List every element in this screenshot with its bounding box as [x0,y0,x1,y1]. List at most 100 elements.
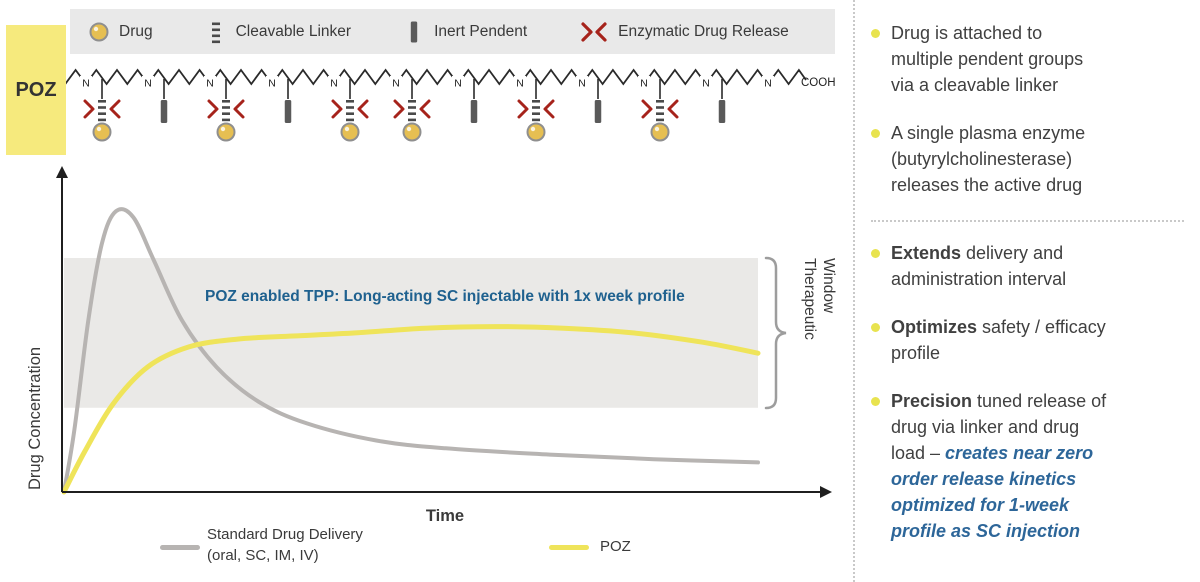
chart-axes [56,166,832,498]
poz-label: POZ [15,78,57,101]
drug-icon [526,122,546,142]
backbone-nitrogen-label: N [764,78,772,90]
end-group-label: COOH [801,77,836,89]
bullet-dot [871,397,880,406]
legend-label-enzymatic-release: Enzymatic Drug Release [618,22,789,40]
cleavable-linker-dash [656,106,664,109]
bullet-text: Optimizes safety / efficacy profile [891,314,1106,366]
cleavable-linker-dash [408,112,416,115]
drug-icon [92,122,112,142]
cleavable-linker-dash [222,112,230,115]
cleavable-linker-dash [346,106,354,109]
enzymatic-cleavage-chevron-left [641,99,653,119]
backbone-nitrogen-label: N [516,78,524,90]
enzymatic-cleavage-chevron-right [233,99,245,119]
standard-delivery-legend-swatch [160,545,200,550]
bullet-text: Precision tuned release of drug via link… [891,388,1106,544]
backbone-nitrogen-label: N [578,78,586,90]
legend-label-drug: Drug [119,22,153,40]
polymer-legend-bar: Drug Cleavable Linker Inert Pendent Enzy… [70,9,835,54]
enzymatic-drug-release-icon [581,21,607,42]
inert-pendent-icon [594,100,602,123]
cleavable-linker-dash [346,112,354,115]
chart-curves [61,207,761,495]
bullet-text: Extends delivery and administration inte… [891,240,1066,292]
cleavable-linker-dash [656,112,664,115]
enzymatic-cleavage-chevron-left [393,99,405,119]
cleavable-linker-dash [98,106,106,109]
legend-item-enzymatic-release: Enzymatic Drug Release [579,19,789,45]
bullet-dot [871,323,880,332]
bullet-dot [871,249,880,258]
bullet-rest: safety / efficacy profile [891,317,1106,363]
inert-pendent-icon [410,21,418,42]
legend-label-cleavable-linker: Cleavable Linker [235,22,352,40]
panel-divider [871,220,1184,222]
backbone-nitrogen-label: N [454,78,462,90]
enzymatic-cleavage-chevron-right [543,99,555,119]
cleavable-linker-dash [532,112,540,115]
drug-icon [650,122,670,142]
backbone-nitrogen-label: N [268,78,276,90]
cleavable-linker-icon [211,22,220,43]
x-axis-label: Time [425,507,465,525]
cleavable-linker-dash [222,118,230,122]
cleavable-linker-dash [222,100,230,103]
enzymatic-cleavage-chevron-right [109,99,121,119]
enzymatic-cleavage-chevron-right [357,99,369,119]
bullet-dot [871,29,880,38]
concentration-time-chart [56,166,832,498]
bullet-bold: Precision [891,391,973,411]
standard-delivery-legend-label: Standard Drug Delivery (oral, SC, IM, IV… [207,526,363,564]
enzymatic-cleavage-chevron-left [207,99,219,119]
cleavable-linker-dash [408,100,416,103]
backbone-nitrogen-label: N [82,78,90,90]
legend-item-cleavable-linker: Cleavable Linker [205,19,351,45]
bullet-bold: Extends [891,243,962,263]
inert-pendent-icon [470,100,478,123]
cleavable-linker-dash [98,100,106,103]
therapeutic-window-label: Therapeutic Window [801,258,837,340]
cleavable-linker-dash [532,100,540,103]
legend-item-drug: Drug [88,19,153,45]
cleavable-linker-dash [98,112,106,115]
poz-legend-swatch [549,545,589,550]
drug-icon [402,122,422,142]
bullet-dot [871,129,880,138]
cleavable-linker-dash [346,118,354,122]
bullet-text: A single plasma enzyme (butyrylcholinest… [891,123,1086,195]
cleavable-linker-dash [346,100,354,103]
legend-label-inert-pendent: Inert Pendent [434,22,528,40]
bullet-plasma-enzyme: A single plasma enzyme (butyrylcholinest… [871,120,1190,198]
inert-pendent-icon [284,100,292,123]
bullet-precision: Precision tuned release of drug via link… [871,388,1190,544]
polymer-backbone [66,68,807,86]
benefit-bullets: Extends delivery and administration inte… [871,240,1190,544]
enzymatic-cleavage-chevron-right [667,99,679,119]
bullet-drug-attachment: Drug is attached to multiple pendent gro… [871,20,1190,98]
key-points-panel: Drug is attached to multiple pendent gro… [853,0,1200,582]
cleavable-linker-dash [656,100,664,103]
backbone-nitrogen-label: N [206,78,214,90]
bullet-rest: tuned release of drug via linker and dru… [891,391,1107,463]
backbone-nitrogen-label: N [640,78,648,90]
x-axis-arrow [820,486,832,498]
bullet-optimizes: Optimizes safety / efficacy profile [871,314,1190,366]
backbone-nitrogen-label: N [144,78,152,90]
drug-icon [216,122,236,142]
therapeutic-window-brace [764,256,787,410]
backbone-nitrogen-label: N [392,78,400,90]
drug-icon [89,22,109,41]
bullet-bold: Optimizes [891,317,978,337]
poz-curve [61,324,761,495]
bullet-emphasis: creates near zero order release kinetics… [891,443,1094,541]
poz-label-box: POZ [6,25,66,155]
enzymatic-cleavage-chevron-left [331,99,343,119]
legend-item-inert-pendent: Inert Pendent [403,19,527,45]
cleavable-linker-dash [532,106,540,109]
cleavable-linker-dash [532,118,540,122]
enzymatic-cleavage-chevron-right [419,99,431,119]
bullet-rest: delivery and administration interval [891,243,1067,289]
inert-pendent-icon [160,100,168,123]
chart-annotation: POZ enabled TPP: Long-acting SC injectab… [205,288,685,305]
